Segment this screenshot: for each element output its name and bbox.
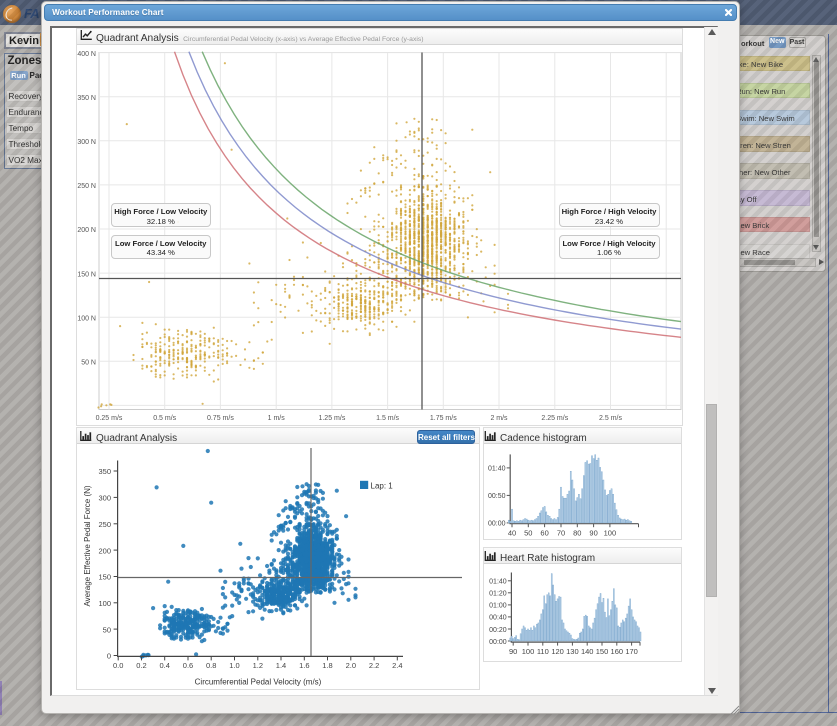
svg-text:0.6: 0.6	[183, 661, 193, 670]
svg-text:01:40: 01:40	[488, 466, 506, 473]
svg-text:400 N: 400 N	[77, 51, 96, 58]
svg-text:130: 130	[566, 647, 579, 656]
svg-text:1.8: 1.8	[322, 661, 332, 670]
svg-text:2.2: 2.2	[369, 661, 379, 670]
svg-text:0: 0	[107, 652, 111, 661]
svg-text:50: 50	[103, 625, 111, 634]
svg-text:250 N: 250 N	[77, 183, 96, 190]
svg-text:00:00: 00:00	[489, 639, 507, 646]
svg-text:2.5 m/s: 2.5 m/s	[599, 415, 622, 422]
svg-text:70: 70	[557, 529, 565, 538]
svg-text:00:20: 00:20	[489, 627, 507, 634]
svg-text:1.25 m/s: 1.25 m/s	[318, 415, 345, 422]
svg-text:110: 110	[537, 647, 549, 656]
svg-text:2 m/s: 2 m/s	[490, 415, 508, 422]
svg-text:Lap: 1: Lap: 1	[371, 481, 394, 490]
svg-text:0.5 m/s: 0.5 m/s	[153, 415, 176, 422]
svg-text:00:40: 00:40	[489, 615, 507, 622]
svg-text:50: 50	[524, 529, 532, 538]
svg-text:0.75 m/s: 0.75 m/s	[207, 415, 234, 422]
svg-text:150: 150	[98, 573, 111, 582]
svg-text:160: 160	[611, 647, 624, 656]
svg-text:60: 60	[540, 529, 548, 538]
svg-text:2.0: 2.0	[346, 661, 356, 670]
svg-text:150 N: 150 N	[77, 271, 96, 278]
svg-text:01:00: 01:00	[489, 603, 507, 610]
svg-text:2.4: 2.4	[392, 661, 402, 670]
svg-text:Circumferential Pedal Velocity: Circumferential Pedal Velocity (m/s)	[195, 678, 322, 687]
svg-text:350 N: 350 N	[77, 95, 96, 102]
svg-text:01:20: 01:20	[489, 591, 507, 598]
svg-text:Average Effective Pedal Force: Average Effective Pedal Force (N)	[83, 485, 92, 606]
svg-text:50 N: 50 N	[81, 360, 96, 367]
svg-text:100: 100	[604, 529, 617, 538]
svg-text:90: 90	[509, 647, 517, 656]
svg-text:140: 140	[581, 647, 594, 656]
svg-text:2.25 m/s: 2.25 m/s	[541, 415, 568, 422]
svg-text:0.8: 0.8	[206, 661, 216, 670]
svg-text:150: 150	[596, 647, 609, 656]
svg-text:1.0: 1.0	[229, 661, 239, 670]
svg-text:250: 250	[98, 520, 111, 529]
svg-text:0.0: 0.0	[113, 661, 123, 670]
svg-text:1 m/s: 1 m/s	[268, 415, 286, 422]
svg-text:0.2: 0.2	[136, 661, 146, 670]
svg-text:300 N: 300 N	[77, 139, 96, 146]
svg-text:0.4: 0.4	[159, 661, 169, 670]
svg-text:100: 100	[522, 647, 535, 656]
svg-text:40: 40	[508, 529, 516, 538]
svg-text:90: 90	[589, 529, 597, 538]
svg-text:100 N: 100 N	[77, 315, 96, 322]
svg-text:0.25 m/s: 0.25 m/s	[96, 415, 123, 422]
svg-text:1.5 m/s: 1.5 m/s	[376, 415, 399, 422]
svg-text:350: 350	[98, 467, 111, 476]
svg-text:120: 120	[551, 647, 564, 656]
svg-text:1.4: 1.4	[276, 661, 286, 670]
svg-text:00:50: 00:50	[488, 493, 506, 500]
svg-text:200 N: 200 N	[77, 227, 96, 234]
svg-text:1.75 m/s: 1.75 m/s	[430, 415, 457, 422]
svg-text:100: 100	[98, 599, 111, 608]
svg-text:00:00: 00:00	[488, 521, 506, 528]
svg-text:1.2: 1.2	[253, 661, 263, 670]
svg-text:1.6: 1.6	[299, 661, 309, 670]
svg-text:200: 200	[98, 546, 111, 555]
svg-text:300: 300	[98, 494, 111, 503]
svg-text:170: 170	[625, 647, 638, 656]
svg-text:01:40: 01:40	[489, 579, 507, 586]
svg-text:80: 80	[573, 529, 581, 538]
